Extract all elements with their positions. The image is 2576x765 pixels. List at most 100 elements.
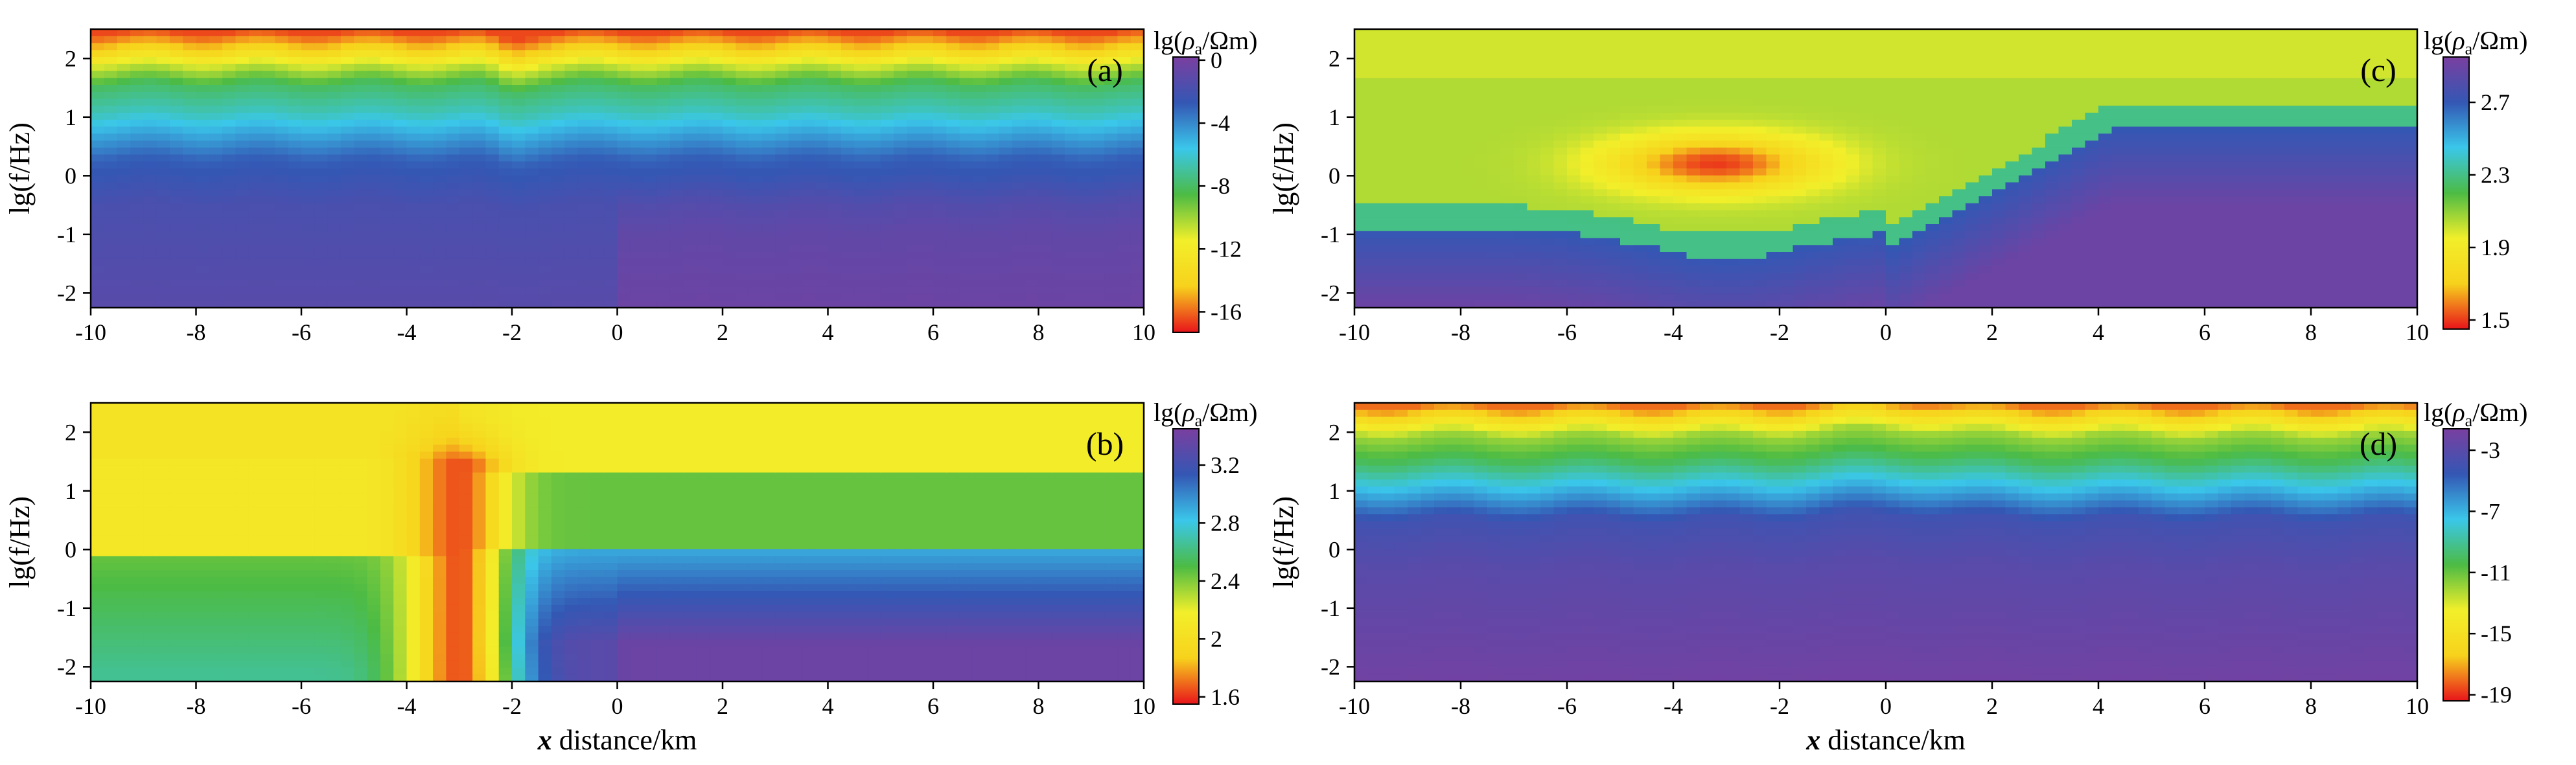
x-axis-label: x distance/km — [1805, 724, 1966, 756]
x-tick-label: -10 — [1339, 319, 1370, 345]
colorbar — [1172, 428, 1200, 705]
x-tick-label: 2 — [1986, 319, 1998, 345]
colorbar-tick-label: 2 — [1211, 626, 1222, 652]
x-tick-label: -4 — [1664, 693, 1683, 719]
x-tick-label: -8 — [187, 319, 206, 345]
colorbar — [2443, 428, 2470, 702]
y-tick-label: 1 — [65, 104, 76, 130]
colorbar-title: lg(ρa/Ωm) — [2424, 398, 2527, 430]
colorbar-tick-label: 2.8 — [1211, 510, 1240, 536]
y-tick-label: -2 — [57, 280, 76, 306]
panel-letter: (c) — [2360, 52, 2396, 88]
x-tick-label: 6 — [2199, 693, 2210, 719]
x-tick-label: 4 — [822, 693, 834, 719]
x-tick-label: 6 — [927, 319, 939, 345]
colorbar-tick-label: -16 — [1211, 299, 1242, 325]
colorbar-tick-label: -8 — [1211, 173, 1230, 199]
x-tick-label: -2 — [502, 319, 522, 345]
x-axis-label: x distance/km — [537, 724, 697, 756]
panel-letter: (a) — [1087, 52, 1123, 88]
x-tick-label: 8 — [1033, 319, 1045, 345]
colorbar-title: lg(ρa/Ωm) — [2424, 26, 2527, 58]
colorbar-tick-label: 1.5 — [2481, 307, 2510, 333]
x-tick-label: 8 — [1033, 693, 1045, 719]
x-tick-label: 10 — [1132, 319, 1155, 345]
colorbar-title: lg(ρa/Ωm) — [1154, 26, 1257, 58]
colorbar-tick-label: -4 — [1211, 110, 1230, 136]
heatmap-field — [1354, 403, 2417, 681]
y-tick-label: -2 — [1321, 654, 1340, 679]
x-tick-label: -6 — [1557, 319, 1577, 345]
x-tick-label: -2 — [502, 693, 522, 719]
colorbar-tick-label: -15 — [2481, 621, 2512, 646]
x-tick-label: 8 — [2305, 319, 2317, 345]
y-tick-label: 0 — [65, 536, 76, 562]
y-tick-label: 2 — [65, 45, 76, 71]
y-tick-label: -1 — [57, 222, 76, 247]
colorbar-tick-label: -12 — [1211, 236, 1242, 262]
panel-letter: (d) — [2360, 426, 2397, 462]
x-tick-label: 4 — [2093, 693, 2104, 719]
x-tick-label: -8 — [1451, 693, 1470, 719]
x-tick-label: 2 — [1986, 693, 1998, 719]
heatmap-field — [91, 29, 1144, 308]
colorbar — [2443, 56, 2470, 330]
x-tick-label: 2 — [717, 319, 728, 345]
y-tick-label: -1 — [1321, 222, 1340, 247]
y-tick-label: 1 — [1329, 104, 1340, 130]
colorbar-tick-label: 2.4 — [1211, 568, 1240, 594]
colorbar-tick-label: -19 — [2481, 682, 2512, 708]
colorbar-tick-label: 3.2 — [1211, 452, 1240, 478]
x-tick-label: -8 — [1451, 319, 1470, 345]
x-tick-label: 0 — [1880, 693, 1892, 719]
x-tick-label: -6 — [1557, 693, 1577, 719]
y-tick-label: -2 — [57, 654, 76, 679]
colorbar-tick-label: 1.9 — [2481, 234, 2510, 260]
y-tick-label: 2 — [65, 419, 76, 445]
x-tick-label: -6 — [292, 319, 311, 345]
colorbar-tick-label: -7 — [2481, 498, 2500, 524]
panel-letter: (b) — [1086, 426, 1124, 462]
x-tick-label: 0 — [1880, 319, 1892, 345]
colorbar — [1172, 56, 1200, 333]
x-tick-label: 4 — [2093, 319, 2104, 345]
y-tick-label: -1 — [1321, 595, 1340, 621]
x-tick-label: -10 — [75, 693, 106, 719]
x-tick-label: 10 — [2406, 693, 2429, 719]
x-tick-label: 10 — [1132, 693, 1155, 719]
heatmap-panel-c: -10 -8 -6 -4 -2 0 2 4 6 8 10210-1-2lg(f/Hz)(c)2.72… — [1268, 26, 2527, 345]
x-tick-label: 6 — [927, 693, 939, 719]
x-tick-label: -10 — [75, 319, 106, 345]
y-tick-label: 0 — [1329, 163, 1340, 188]
x-tick-label: 6 — [2199, 319, 2210, 345]
x-tick-label: -8 — [187, 693, 206, 719]
y-axis-label: lg(f/Hz) — [1268, 122, 1299, 214]
x-tick-label: 8 — [2305, 693, 2317, 719]
x-tick-label: 4 — [822, 319, 834, 345]
y-tick-label: -2 — [1321, 280, 1340, 306]
colorbar-tick-label: 1.6 — [1211, 684, 1240, 710]
colorbar-tick-label: 2.3 — [2481, 162, 2510, 188]
x-tick-label: 0 — [612, 693, 623, 719]
x-tick-label: 10 — [2406, 319, 2429, 345]
heatmap-field — [91, 403, 1144, 681]
x-tick-label: -2 — [1770, 693, 1789, 719]
colorbar-tick-label: 2.7 — [2481, 89, 2510, 115]
y-tick-label: 1 — [65, 478, 76, 504]
colorbar-tick-label: -11 — [2481, 560, 2511, 586]
x-tick-label: -10 — [1339, 693, 1370, 719]
x-tick-label: -4 — [397, 319, 417, 345]
y-axis-label: lg(f/Hz) — [1268, 496, 1299, 588]
x-tick-label: 0 — [612, 319, 623, 345]
x-tick-label: -6 — [292, 693, 311, 719]
y-tick-label: 2 — [1329, 419, 1340, 445]
y-tick-label: -1 — [57, 595, 76, 621]
x-tick-label: -4 — [1664, 319, 1683, 345]
y-tick-label: 2 — [1329, 45, 1340, 71]
y-tick-label: 1 — [1329, 478, 1340, 504]
x-tick-label: -4 — [397, 693, 417, 719]
